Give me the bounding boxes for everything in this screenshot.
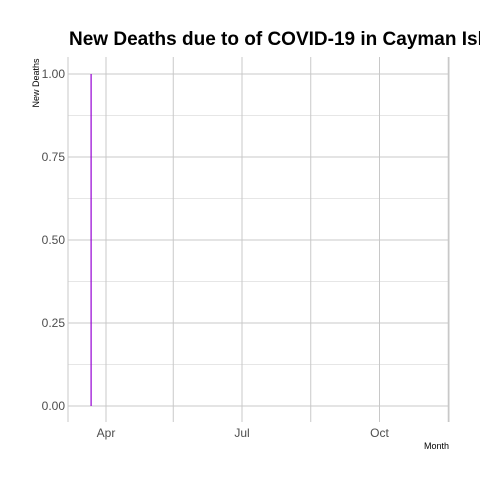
y-axis-title: New Deaths — [31, 58, 41, 108]
y-tick-label: 0.00 — [42, 399, 66, 413]
x-axis-ticks: Apr Jul Oct — [97, 426, 390, 440]
chart-title: New Deaths due to of COVID-19 in Cayman … — [69, 29, 480, 50]
y-tick-label: 0.75 — [42, 150, 66, 164]
x-axis-title: Month — [424, 441, 449, 451]
grid — [68, 57, 449, 422]
y-axis-ticks: 0.00 0.25 0.50 0.75 1.00 — [42, 67, 66, 413]
y-tick-label: 1.00 — [42, 67, 66, 81]
y-tick-label: 0.50 — [42, 233, 66, 247]
x-tick-label: Jul — [234, 426, 249, 440]
x-tick-label: Oct — [370, 426, 389, 440]
x-tick-label: Apr — [97, 426, 116, 440]
y-tick-label: 0.25 — [42, 316, 66, 330]
